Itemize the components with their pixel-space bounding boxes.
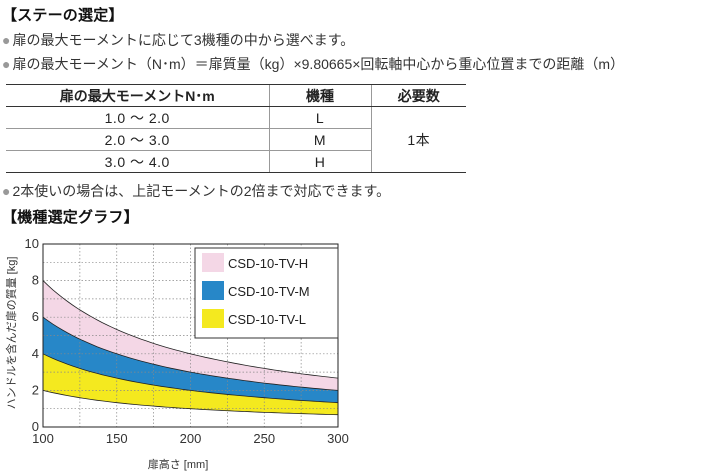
x-tick-label: 300 [327,431,349,446]
cell-quantity: 1本 [370,106,466,173]
x-axis-label: 扉高さ [mm] [148,457,209,471]
y-axis-label: ハンドルを含んだ扉の質量 [kg] [4,257,18,410]
y-tick-label: 4 [32,346,39,361]
table-row: 3.0 ～ 4.0 H [6,150,466,173]
note-line-3: ● 2本使いの場合は、上記モーメントの2倍まで対応できます。 [2,181,390,201]
legend-swatch [202,281,224,300]
boundary-line [42,316,339,391]
chart-legend: CSD-10-TV-H CSD-10-TV-M CSD-10-TV-L [194,247,339,339]
chart-tick-labels: 100 150 200 250 300 0 2 4 6 8 10 [25,236,349,446]
note-text-3: 2本使いの場合は、上記モーメントの2倍まで対応できます。 [12,183,391,199]
header-max-moment: 扉の最大モーメントN･m [6,84,269,107]
boundary-line [42,353,339,404]
y-tick-label: 0 [32,419,39,434]
cell-model: H [268,150,371,173]
note-text-2: 扉の最大モーメント（N･m）＝扉質量（kg）×9.80665×回転軸中心から重心… [12,56,625,72]
chart-boundaries [42,280,339,416]
note-text-1: 扉の最大モーメントに応じて3機種の中から選べます。 [12,32,355,48]
legend-swatch [202,309,224,328]
boundary-line [42,280,339,379]
y-tick-label: 6 [32,309,39,324]
cell-model: L [268,106,371,129]
bullet-icon: ● [2,56,11,72]
note-line-2: ● 扉の最大モーメント（N･m）＝扉質量（kg）×9.80665×回転軸中心から重… [2,54,624,74]
series-area-csd-10-tv-m [43,317,338,403]
note-line-1: ● 扉の最大モーメントに応じて3機種の中から選べます。 [2,30,354,50]
bullet-icon: ● [2,32,11,48]
header-model: 機種 [268,84,371,107]
boundary-line [42,390,339,416]
cell-model: M [268,128,371,151]
cell-range: 2.0 ～ 3.0 [6,128,269,151]
table-row: 2.0 ～ 3.0 M [6,128,466,151]
section-title-selection-graph: 【機種選定グラフ】 [2,209,139,226]
legend-label: CSD-10-TV-M [228,284,310,299]
x-tick-label: 100 [32,431,54,446]
model-selection-chart: 100 150 200 250 300 0 2 4 6 8 10 扉高さ [mm] ハンドルを含んだ… [4,236,349,471]
legend-label: CSD-10-TV-H [228,256,308,271]
legend-label: CSD-10-TV-L [228,312,306,327]
table-row: 1.0 ～ 2.0 L 1本 [6,106,466,173]
legend-swatch [202,253,224,272]
x-tick-label: 150 [106,431,128,446]
y-tick-label: 2 [32,382,39,397]
y-tick-label: 10 [25,236,39,251]
y-tick-label: 8 [32,273,39,288]
section-title-stay-selection: 【ステーの選定】 [2,7,124,24]
model-selection-table: 扉の最大モーメントN･m 機種 必要数 1.0 ～ 2.0 L 1本 2.0 ～… [6,84,466,173]
cell-range: 1.0 ～ 2.0 [6,106,269,129]
series-area-csd-10-tv-h [43,280,338,391]
header-quantity: 必要数 [370,84,466,107]
x-tick-label: 200 [180,431,202,446]
cell-range: 3.0 ～ 4.0 [6,150,269,173]
bullet-icon: ● [2,183,11,199]
x-tick-label: 250 [253,431,275,446]
table-header-row: 扉の最大モーメントN･m 機種 必要数 [6,84,466,107]
